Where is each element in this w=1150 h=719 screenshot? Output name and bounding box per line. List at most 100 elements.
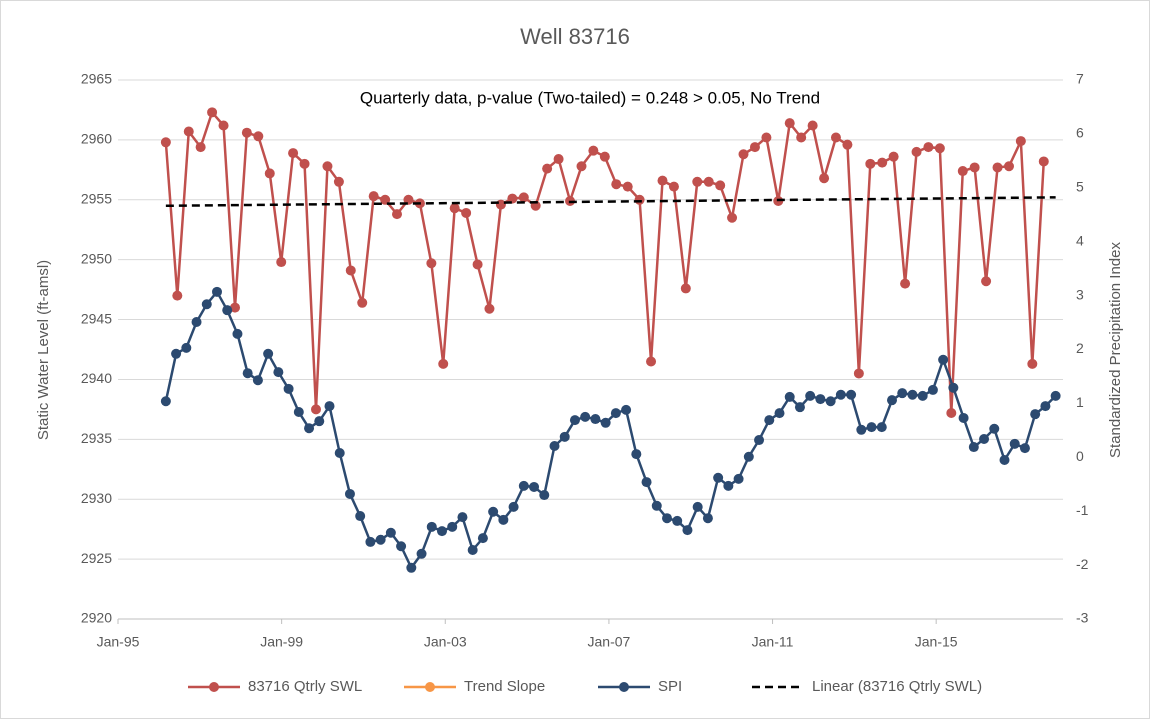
point bbox=[805, 390, 816, 401]
point bbox=[569, 415, 580, 426]
point bbox=[241, 127, 252, 138]
point bbox=[344, 488, 355, 499]
point bbox=[622, 181, 633, 192]
y2-axis-label: Standardized Precipitation Index bbox=[1107, 242, 1124, 458]
point bbox=[992, 162, 1003, 173]
point bbox=[600, 417, 611, 428]
point bbox=[518, 480, 529, 491]
point bbox=[842, 139, 853, 150]
point bbox=[979, 433, 990, 444]
point bbox=[218, 120, 229, 131]
point bbox=[252, 375, 263, 386]
point bbox=[692, 501, 703, 512]
point bbox=[314, 416, 325, 427]
point bbox=[807, 120, 818, 131]
chart-title: Well 83716 bbox=[520, 24, 630, 49]
point bbox=[477, 533, 488, 544]
point bbox=[385, 527, 396, 538]
point bbox=[923, 142, 934, 153]
legend-marker bbox=[425, 682, 435, 692]
legend-label: SPI bbox=[658, 678, 682, 695]
point bbox=[283, 383, 294, 394]
point bbox=[865, 158, 876, 169]
y2-tick-label: 2 bbox=[1076, 340, 1084, 356]
point bbox=[662, 513, 672, 524]
point bbox=[723, 480, 734, 491]
point bbox=[553, 154, 564, 165]
point bbox=[815, 394, 826, 405]
point bbox=[293, 407, 304, 418]
y-tick-label: 2965 bbox=[81, 71, 112, 87]
point bbox=[375, 534, 386, 545]
y-tick-label: 2920 bbox=[81, 610, 112, 626]
point bbox=[588, 145, 599, 156]
y2-tick-label: 0 bbox=[1076, 448, 1084, 464]
point bbox=[447, 521, 458, 532]
point bbox=[542, 163, 553, 174]
point bbox=[657, 175, 668, 186]
point bbox=[230, 302, 240, 313]
point bbox=[692, 176, 703, 187]
point bbox=[580, 411, 591, 422]
point bbox=[392, 209, 402, 220]
point bbox=[334, 447, 345, 458]
y-axis-label: Static Water Level (ft-amsl) bbox=[35, 260, 52, 440]
series-line bbox=[165, 196, 1056, 208]
point bbox=[549, 440, 560, 451]
y-tick-label: 2960 bbox=[81, 131, 112, 147]
point bbox=[877, 157, 888, 168]
point bbox=[888, 151, 899, 162]
point bbox=[264, 168, 275, 179]
point bbox=[181, 342, 192, 353]
y-tick-label: 2955 bbox=[81, 190, 112, 206]
point bbox=[672, 515, 683, 526]
point bbox=[900, 278, 911, 289]
point bbox=[590, 414, 601, 425]
point bbox=[172, 290, 183, 301]
point bbox=[299, 158, 310, 169]
point bbox=[968, 442, 979, 453]
point bbox=[1038, 156, 1049, 167]
point bbox=[380, 194, 391, 205]
point bbox=[713, 472, 724, 483]
y-tick-label: 2935 bbox=[81, 430, 112, 446]
point bbox=[610, 408, 621, 419]
point bbox=[1009, 438, 1020, 449]
point bbox=[212, 286, 222, 297]
point bbox=[754, 435, 765, 446]
point bbox=[887, 395, 897, 406]
point bbox=[406, 562, 417, 573]
point bbox=[160, 396, 171, 407]
point bbox=[794, 402, 805, 413]
point bbox=[273, 367, 284, 378]
point bbox=[981, 276, 992, 287]
point bbox=[396, 541, 407, 552]
point bbox=[426, 521, 437, 532]
point bbox=[1040, 401, 1051, 412]
y2-tick-label: -1 bbox=[1076, 502, 1089, 518]
point bbox=[784, 118, 795, 129]
point bbox=[599, 151, 610, 162]
point bbox=[1004, 161, 1014, 172]
point bbox=[1030, 409, 1041, 420]
point bbox=[368, 191, 379, 202]
point bbox=[876, 422, 887, 433]
point bbox=[311, 404, 321, 415]
point bbox=[191, 317, 202, 328]
point bbox=[160, 137, 171, 148]
point bbox=[201, 299, 212, 310]
point bbox=[749, 142, 760, 153]
point bbox=[634, 194, 645, 205]
point bbox=[195, 142, 206, 153]
point bbox=[495, 199, 506, 210]
point bbox=[743, 451, 754, 462]
point bbox=[467, 545, 478, 556]
point bbox=[819, 173, 830, 184]
y-tick-label: 2945 bbox=[81, 310, 112, 326]
point bbox=[461, 207, 472, 218]
point bbox=[183, 126, 194, 137]
point bbox=[897, 388, 908, 399]
point bbox=[825, 396, 836, 407]
point bbox=[853, 368, 864, 379]
y2-tick-label: 3 bbox=[1076, 286, 1084, 302]
